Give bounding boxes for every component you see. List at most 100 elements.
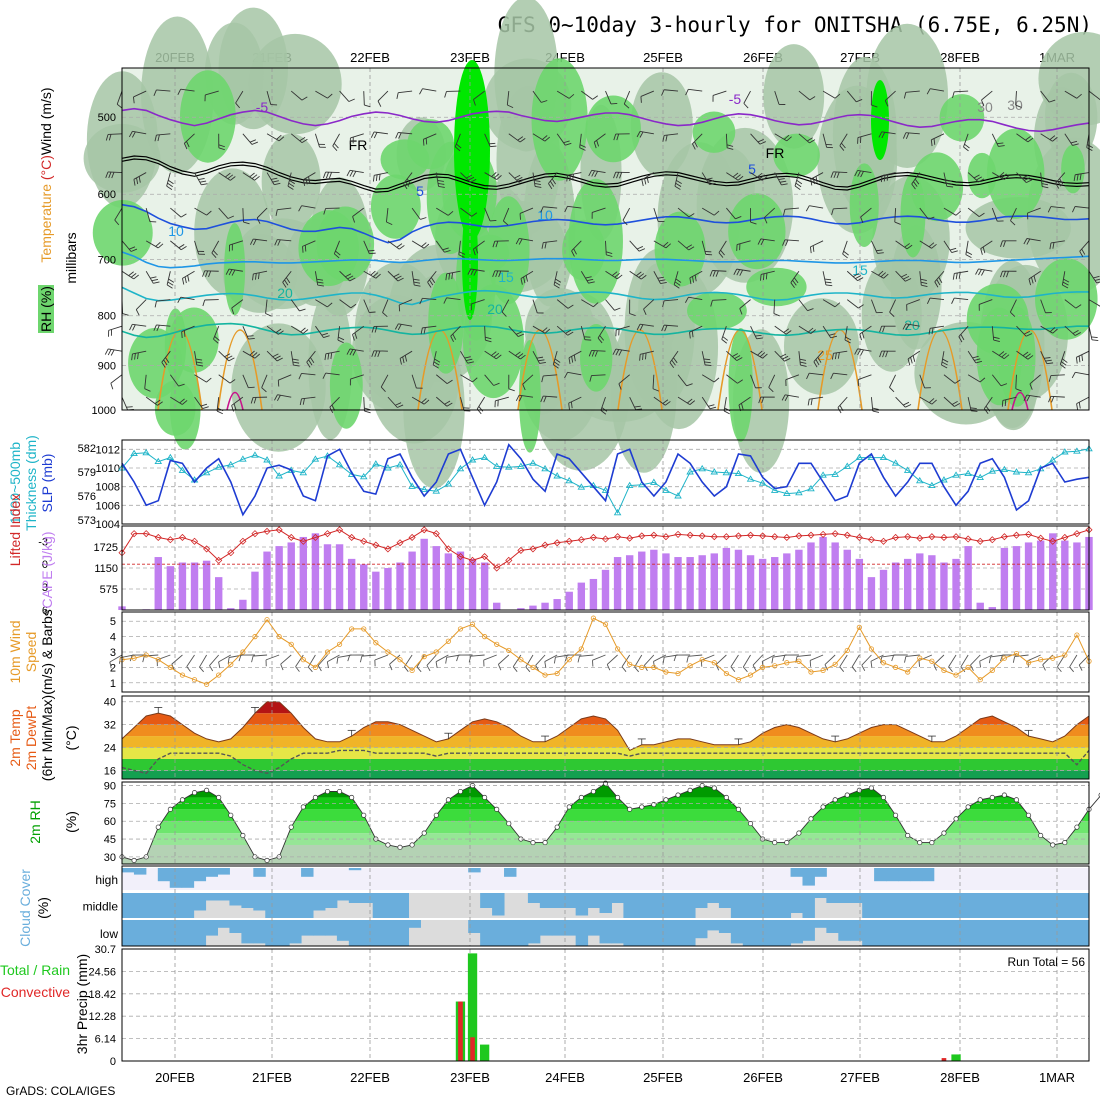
- cape-bar: [360, 564, 368, 610]
- wind10m-barb: [359, 654, 376, 663]
- thickness-point: [1000, 465, 1009, 473]
- upper-wind-barb: [640, 90, 655, 103]
- cloud-bar-low: [515, 920, 529, 946]
- cloud-bar-low: [551, 920, 565, 936]
- cloud-bar-high: [193, 868, 207, 882]
- upper-wind-barb: [298, 372, 316, 380]
- upper-wind-barb: [662, 133, 679, 142]
- wind10m-barb: [525, 654, 534, 673]
- rh2m-point: [880, 794, 887, 800]
- rh2m-point: [844, 792, 850, 798]
- rh-region-green-24: [849, 163, 879, 247]
- upper-tick-label-2: 700: [98, 254, 116, 266]
- cloud-unit-label: (%): [35, 897, 51, 919]
- thickness-point: [698, 464, 706, 472]
- upper-wind-barb: [299, 396, 316, 406]
- cape-bar: [468, 558, 477, 610]
- cloud-bar-low: [1053, 920, 1066, 946]
- upper-wind-barb: [721, 326, 729, 344]
- temp-tick-label-0: 16: [104, 765, 116, 777]
- lifted-index-point: [831, 530, 839, 538]
- cape-bar: [819, 536, 827, 610]
- upper-wind-barb: [750, 172, 768, 181]
- rh-region-mid-28: [231, 323, 326, 452]
- upper-wind-barb: [242, 350, 261, 359]
- rh-region-mid-3: [630, 72, 693, 178]
- upper-wind-barb: [105, 133, 123, 141]
- upper-wind-barb: [943, 396, 961, 407]
- thickness-tick-label-3: 582: [78, 443, 96, 455]
- cloud-bar-low: [1017, 920, 1030, 946]
- upper-wind-barb: [846, 90, 863, 103]
- cape-bar: [831, 542, 839, 610]
- cloud-bar-low: [480, 920, 493, 946]
- cloud-bar-low: [360, 920, 374, 946]
- upper-wind-barb: [352, 325, 365, 341]
- upper-wind-barb: [532, 133, 551, 142]
- thickness-point: [795, 488, 803, 496]
- wind10m-barb: [156, 654, 171, 667]
- cape-bar: [553, 599, 561, 610]
- upper-wind-barb: [822, 325, 838, 339]
- upper-wind-barb: [110, 374, 123, 390]
- upper-wind-barb: [653, 240, 671, 249]
- thickness-slp-panel: 1004 1006 1008 1010 1012 573 576 579 582 1000~500…: [7, 435, 1093, 531]
- wind10m-speed-point: [204, 681, 210, 687]
- lifted-index-point: [892, 533, 900, 542]
- upper-wind-barb: [386, 208, 393, 226]
- upper-wind-barb: [460, 374, 478, 383]
- upper-wind-barb: [629, 299, 636, 317]
- temp-contour-label-0: -5: [256, 99, 269, 115]
- cape-bar: [166, 566, 175, 610]
- upper-wind-barb: [1055, 172, 1066, 189]
- rh-region-green-31: [976, 307, 1023, 406]
- lifted-index-point: [843, 531, 851, 539]
- rh2m-point: [167, 806, 173, 812]
- upper-wind-barb: [859, 325, 872, 341]
- upper-wind-barb: [144, 374, 151, 392]
- upper-wind-barb: [1028, 270, 1041, 286]
- upper-wind-barb: [460, 207, 478, 217]
- lifted-index-point: [444, 545, 452, 553]
- temp-contour-30-lobe-1: [1011, 391, 1029, 411]
- rh2m-tick-label-1: 45: [104, 834, 116, 846]
- precip-tick-label-3: 18.42: [88, 989, 116, 1001]
- rh2m-point: [566, 804, 572, 810]
- bottom-date-label-2: 22FEB: [350, 1070, 390, 1085]
- upper-wind-barb: [943, 374, 961, 384]
- rh-region-green-0: [687, 291, 747, 330]
- upper-wind-barb: [540, 395, 558, 403]
- cloud-bar-low: [802, 920, 815, 941]
- upper-wind-barb: [653, 207, 665, 222]
- rh-legend-swatch: [38, 285, 54, 333]
- upper-wind-barb: [484, 326, 492, 343]
- cape-bar: [1000, 547, 1009, 610]
- upper-wind-barb: [218, 133, 225, 151]
- upper-wind-barb: [225, 268, 243, 276]
- temp2m-frame: [121, 695, 1090, 780]
- upper-wind-barb: [839, 133, 848, 151]
- thickness-point: [142, 448, 150, 456]
- wind10m-speed-point: [953, 672, 959, 678]
- rh2m-unit-label: (%): [63, 811, 79, 833]
- wind10m-barb: [389, 654, 401, 671]
- lifted-index-point: [178, 533, 187, 542]
- upper-wind-barb: [952, 270, 969, 280]
- rh2m-point: [445, 797, 451, 803]
- upper-wind-barb: [508, 374, 515, 392]
- thickness-point: [976, 473, 985, 481]
- cape-bar: [1024, 542, 1033, 610]
- rh2m-point: [687, 787, 693, 793]
- upper-wind-barb: [1064, 325, 1081, 336]
- wind10m-speed-point: [324, 649, 331, 655]
- slp-tick-label-2: 1008: [96, 482, 120, 494]
- thickness-point: [1012, 468, 1021, 475]
- wind10m-speed-point: [699, 657, 705, 663]
- cape-bar: [662, 553, 670, 610]
- thickness-point: [952, 471, 960, 478]
- rh-region-green-8: [1035, 258, 1098, 340]
- wind10m-panel: 1 2 3 4 5 10m Wind Speed (m/s) & Barbs: [7, 609, 1092, 695]
- upper-wind-barb: [266, 172, 281, 186]
- upper-wind-barb: [420, 325, 437, 335]
- upper-wind-barb: [588, 349, 606, 357]
